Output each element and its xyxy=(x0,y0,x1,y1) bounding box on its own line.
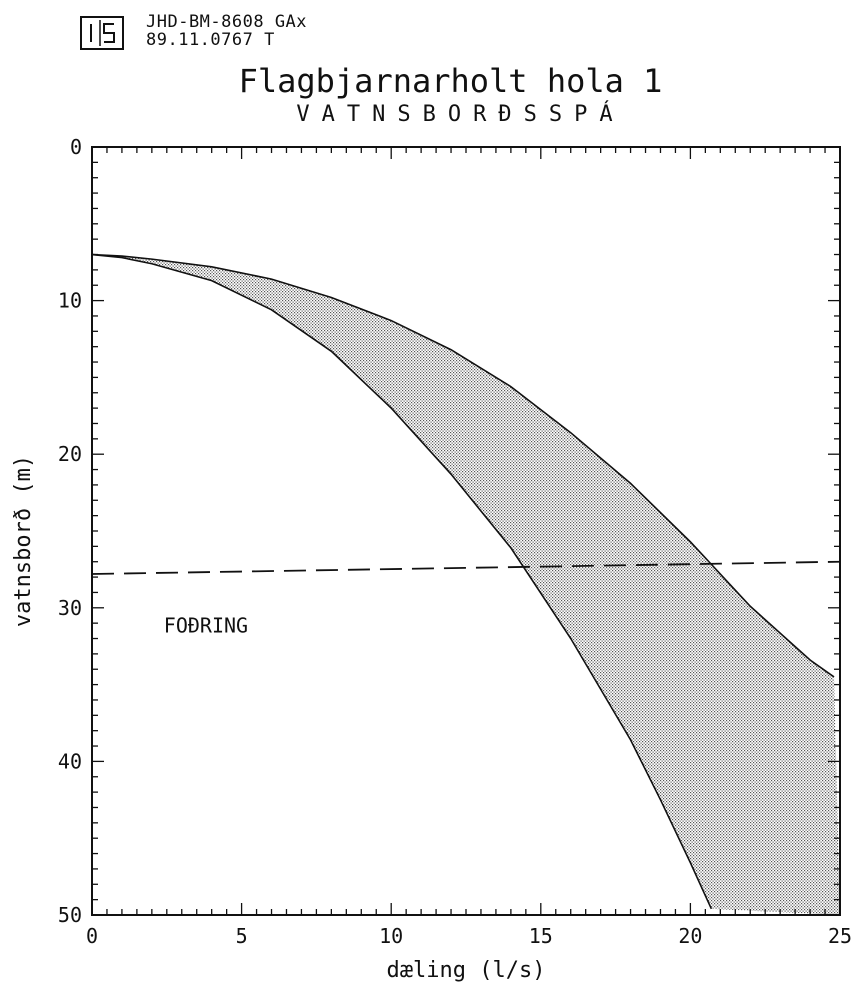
header-id-line: 89.11.0767 T xyxy=(146,30,275,50)
x-tick-label: 20 xyxy=(678,924,702,948)
y-tick-label: 50 xyxy=(58,903,82,927)
y-tick-label: 40 xyxy=(58,749,82,773)
fodring-dashed-line xyxy=(91,560,841,575)
fodring-label: FOÐRING xyxy=(164,613,248,637)
chart-title: Flagbjarnarholt hola 1 xyxy=(238,62,663,100)
y-tick-label: 10 xyxy=(58,289,82,313)
x-tick-label: 0 xyxy=(86,924,98,948)
upper-bound-line xyxy=(91,253,835,678)
x-tick-label: 15 xyxy=(529,924,553,948)
x-tick-label: 5 xyxy=(236,924,248,948)
y-axis-label: vatnsborð (m) xyxy=(11,455,36,627)
y-tick-label: 0 xyxy=(70,135,82,159)
x-tick-label: 10 xyxy=(379,924,403,948)
os-logo-icon xyxy=(80,16,124,50)
prediction-band-area xyxy=(92,254,840,915)
lower-bound-line xyxy=(91,253,713,910)
chart-subtitle: VATNSBORÐSSPÁ xyxy=(296,102,625,127)
header-code-line: JHD-BM-8608 GAx xyxy=(146,12,308,32)
y-tick-label: 20 xyxy=(58,442,82,466)
x-axis-label: dæling (l/s) xyxy=(387,958,546,983)
x-tick-label: 25 xyxy=(828,924,852,948)
y-tick-label: 30 xyxy=(58,596,82,620)
